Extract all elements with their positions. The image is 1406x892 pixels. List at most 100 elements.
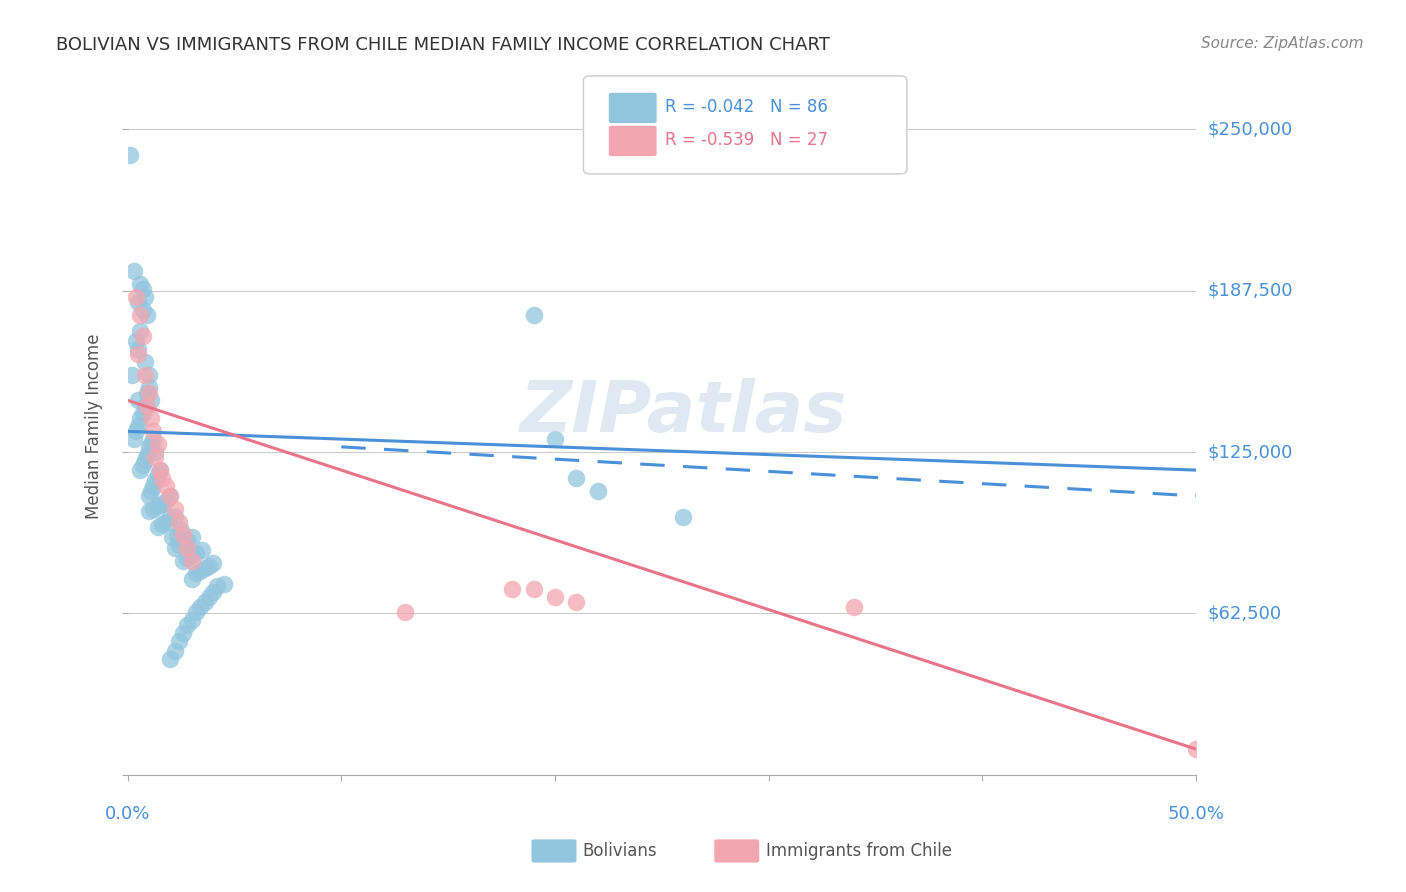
Point [180,613,202,627]
Point [193,561,215,575]
Point [122,432,145,446]
Point [163,644,186,658]
Point [544,590,567,604]
Point [176,533,198,547]
Point [159,651,181,665]
Point [138,380,160,394]
Point [586,483,609,498]
Point [180,553,202,567]
Point [149,463,172,477]
Point [145,474,167,488]
Point [167,633,190,648]
Point [134,368,156,382]
Point [523,308,546,322]
Text: ZIPatlas: ZIPatlas [519,377,846,447]
Point [138,368,160,382]
Text: $125,000: $125,000 [1208,443,1292,461]
Point [127,347,149,361]
Point [127,295,149,310]
Point [167,538,190,552]
Point [672,509,695,524]
Point [134,399,156,413]
Point [131,458,153,472]
Text: R = -0.042   N = 86: R = -0.042 N = 86 [665,98,828,116]
Point [139,483,162,498]
Point [207,579,229,593]
Text: Immigrants from Chile: Immigrants from Chile [766,842,952,860]
Point [172,625,194,640]
Point [565,595,588,609]
Text: Bolivians: Bolivians [582,842,657,860]
Point [163,509,186,524]
Point [172,527,194,541]
Point [127,393,149,408]
Point [159,509,181,524]
Text: $187,500: $187,500 [1208,282,1292,300]
Point [118,148,141,162]
Point [184,546,207,560]
Point [184,605,207,619]
Point [134,452,156,467]
Point [146,500,169,514]
Point [129,463,152,477]
Point [129,308,152,322]
Point [501,582,523,596]
Point [150,517,173,532]
Point [146,437,169,451]
Point [202,584,225,599]
Text: 0.0%: 0.0% [105,805,150,823]
Point [155,478,177,492]
Point [138,489,160,503]
Point [135,399,157,413]
Point [135,448,157,462]
Point [172,535,194,549]
Point [142,425,165,439]
Point [127,342,149,356]
Point [138,440,160,454]
Point [146,520,169,534]
Point [162,530,184,544]
Text: R = -0.539   N = 27: R = -0.539 N = 27 [665,131,828,149]
Point [131,406,153,420]
Point [193,595,215,609]
Point [135,308,157,322]
Point [163,541,186,555]
Point [544,432,567,446]
Point [139,393,162,408]
Point [150,471,173,485]
Point [523,582,546,596]
Point [191,543,214,558]
Point [202,556,225,570]
Point [176,541,198,555]
Point [180,549,202,563]
Point [131,302,153,317]
Point [121,368,143,382]
Point [125,425,148,439]
Point [155,494,177,508]
Text: 50.0%: 50.0% [1167,805,1225,823]
Point [134,354,156,368]
Point [145,445,167,459]
Point [127,419,149,434]
Point [129,324,152,338]
Text: $250,000: $250,000 [1208,120,1292,138]
Point [565,471,588,485]
Point [163,501,186,516]
Point [150,497,173,511]
Point [139,437,162,451]
Point [167,515,190,529]
Point [172,553,194,567]
Point [139,411,162,425]
Point [149,463,172,477]
Point [176,550,198,565]
Point [159,489,181,503]
Point [135,385,157,400]
Point [198,558,221,573]
Point [131,282,153,296]
Point [166,527,188,541]
Point [188,564,211,578]
Point [188,600,211,615]
Point [170,523,193,537]
Text: $62,500: $62,500 [1208,605,1281,623]
Y-axis label: Median Family Income: Median Family Income [86,334,103,519]
